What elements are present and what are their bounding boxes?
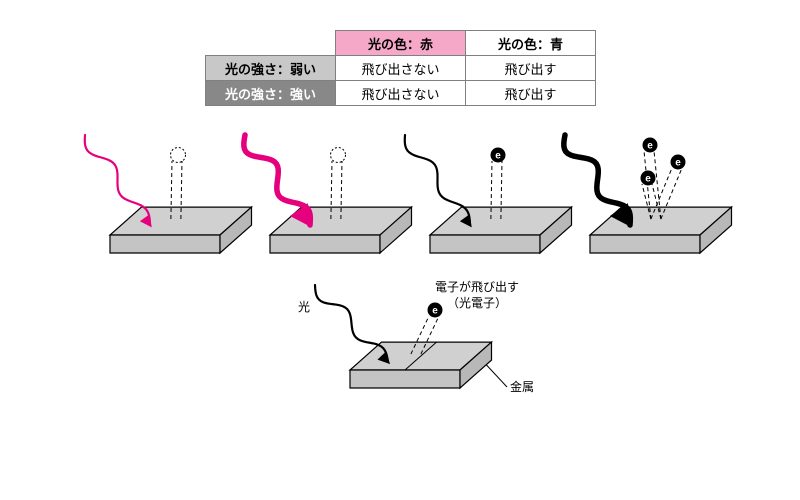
header-red: 光の色：赤	[336, 31, 466, 56]
cell-weak-red: 飛び出さない	[336, 56, 466, 81]
label-light: 光	[298, 300, 310, 316]
cell-weak-blue: 飛び出す	[466, 56, 596, 81]
label-ejects-line2: （光電子）	[447, 296, 507, 310]
svg-text:e: e	[645, 174, 651, 185]
svg-text:e: e	[495, 151, 501, 162]
table-corner	[206, 31, 336, 56]
label-ejects-line1: 電子が飛び出す	[435, 280, 519, 294]
cell-strong-red: 飛び出さない	[336, 81, 466, 106]
row-label-strong: 光の強さ：強い	[206, 81, 336, 106]
row-label-weak: 光の強さ：弱い	[206, 56, 336, 81]
svg-text:e: e	[647, 141, 653, 152]
cell-strong-blue: 飛び出す	[466, 81, 596, 106]
label-photoelectron: 電子が飛び出す （光電子）	[435, 280, 519, 311]
label-metal: 金属	[510, 380, 534, 396]
svg-text:e: e	[675, 158, 681, 169]
header-blue: 光の色：青	[466, 31, 596, 56]
results-table: 光の色：赤 光の色：青 光の強さ：弱い 飛び出さない 飛び出す 光の強さ：強い …	[205, 30, 596, 106]
